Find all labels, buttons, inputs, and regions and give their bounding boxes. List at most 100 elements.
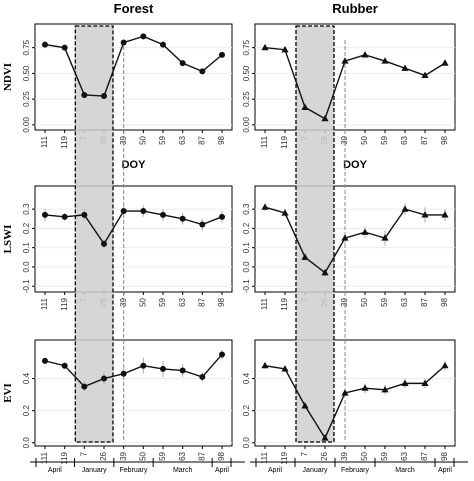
marker [219,51,225,58]
x-tick-label: 119 [280,451,289,464]
month-label: April [48,467,62,474]
marker [120,208,127,215]
x-tick-label: 111 [260,451,269,464]
x-tick-label: 39 [119,451,128,460]
x-tick-label: 50 [138,135,147,144]
x-tick-label: 59 [158,451,167,460]
x-tick-label: 39 [340,135,349,144]
y-axis-label: LSWI [2,225,14,254]
y-tick-label: 0.0 [242,437,251,449]
x-tick-label: 50 [360,135,369,144]
x-tick-label: 7 [300,451,309,456]
y-axis-label: NDVI [2,63,14,91]
panel-frame [254,339,456,447]
x-tick-label: 63 [178,135,187,144]
series-line [264,206,445,274]
x-tick-label: 87 [197,451,206,460]
x-tick-label: 63 [178,297,187,306]
marker [101,375,107,382]
marker [401,379,409,386]
panel-frame [34,339,233,447]
x-tick-label: 50 [138,297,147,306]
marker [401,64,409,71]
month-label: April [438,467,452,474]
series-line [44,35,223,97]
marker [421,71,429,79]
x-tick-label: 50 [360,451,369,460]
panel-title: Rubber [332,1,378,16]
y-tick-label: 0.00 [242,117,251,133]
marker [81,92,88,99]
y-tick-label: -0.1 [22,279,31,293]
y-tick-label: 0.00 [22,117,31,133]
x-tick-label: 59 [380,297,389,306]
x-tick-label: 39 [340,451,349,460]
y-tick-label: 0.1 [242,242,251,254]
marker [140,362,147,369]
panel-title: Forest [114,1,154,16]
x-tick-label: 98 [440,451,449,460]
y-tick-label: 0.2 [242,405,251,417]
marker [361,384,369,391]
marker [441,211,449,218]
x-tick-label: 111 [260,135,269,148]
panel-frame [254,23,456,131]
x-tick-label: 119 [280,297,289,310]
series-line [44,353,223,388]
marker [341,389,349,396]
month-label: April [268,467,282,474]
marker [219,351,225,358]
panel-frame [34,23,233,131]
y-tick-label: 0.2 [22,405,31,417]
x-tick-label: 26 [320,451,329,460]
month-label: April [215,467,229,474]
marker [261,361,269,369]
x-tick-label: 98 [217,451,226,460]
marker [281,209,289,216]
marker [81,211,88,218]
marker [160,365,166,372]
y-tick-label: 0.0 [242,261,251,273]
marker [261,203,269,210]
marker [199,373,206,380]
marker [281,45,289,53]
marker [361,228,369,235]
month-label: March [173,467,193,474]
marker [321,268,329,276]
marker [160,211,166,218]
marker [219,213,225,220]
marker [120,370,127,377]
x-tick-label: 59 [158,297,167,306]
marker [261,43,269,51]
x-tick-label: 39 [119,135,128,144]
marker [441,59,449,66]
marker [421,379,429,386]
marker [341,57,349,64]
marker [61,362,68,369]
marker [381,385,389,393]
marker [81,383,88,390]
marker [199,221,206,228]
x-tick-label: 50 [138,451,147,460]
y-tick-label: 0.3 [242,203,251,215]
x-tick-label: 98 [440,135,449,144]
x-tick-label: 111 [260,297,269,310]
marker [42,41,48,48]
marker [101,240,107,247]
x-tick-label: 7 [79,451,88,456]
y-tick-label: 0.50 [22,65,31,81]
x-axis-label: DOY [343,159,368,171]
x-tick-label: 59 [380,135,389,144]
y-tick-label: 0.50 [242,65,251,81]
x-tick-label: 98 [217,135,226,144]
y-tick-label: 0.2 [242,222,251,234]
marker [361,51,369,58]
x-tick-label: 87 [420,135,429,144]
x-tick-label: 39 [340,297,349,306]
highlight-band [295,25,335,443]
x-tick-label: 59 [380,451,389,460]
marker [401,205,409,212]
marker [140,208,147,215]
y-tick-label: 0.1 [22,242,31,254]
marker [179,60,186,67]
